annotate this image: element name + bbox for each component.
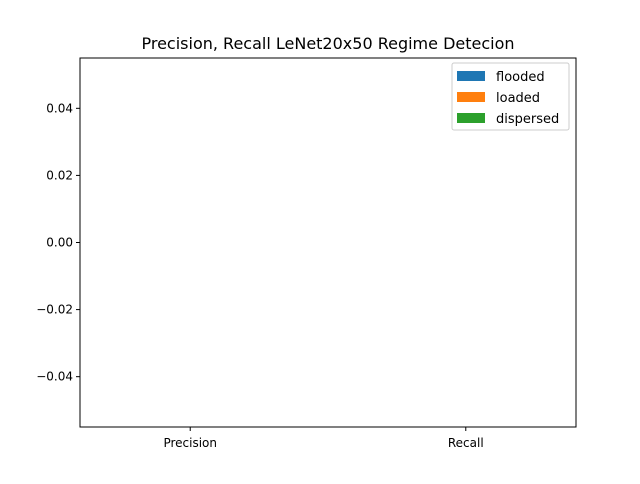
legend-swatch-loaded [457, 92, 485, 102]
x-tick-label: Precision [163, 436, 217, 450]
x-tick-label: Recall [448, 436, 484, 450]
legend-label-dispersed: dispersed [496, 112, 559, 127]
legend: flooded loaded dispersed [451, 62, 570, 131]
y-tick-label: −0.04 [36, 370, 73, 384]
legend-swatch-flooded [457, 71, 485, 81]
y-tick-label: −0.02 [36, 303, 73, 317]
legend-label-flooded: flooded [496, 70, 545, 85]
legend-label-loaded: loaded [496, 91, 540, 106]
y-tick-label: 0.04 [46, 101, 73, 115]
chart-title: Precision, Recall LeNet20x50 Regime Dete… [141, 34, 514, 53]
y-tick-label: 0.02 [46, 168, 73, 182]
legend-swatch-dispersed [457, 113, 485, 123]
x-axis: Precision Recall [163, 427, 484, 450]
y-axis: −0.04 −0.02 0.00 0.02 0.04 [36, 101, 80, 384]
y-tick-label: 0.00 [46, 236, 73, 250]
